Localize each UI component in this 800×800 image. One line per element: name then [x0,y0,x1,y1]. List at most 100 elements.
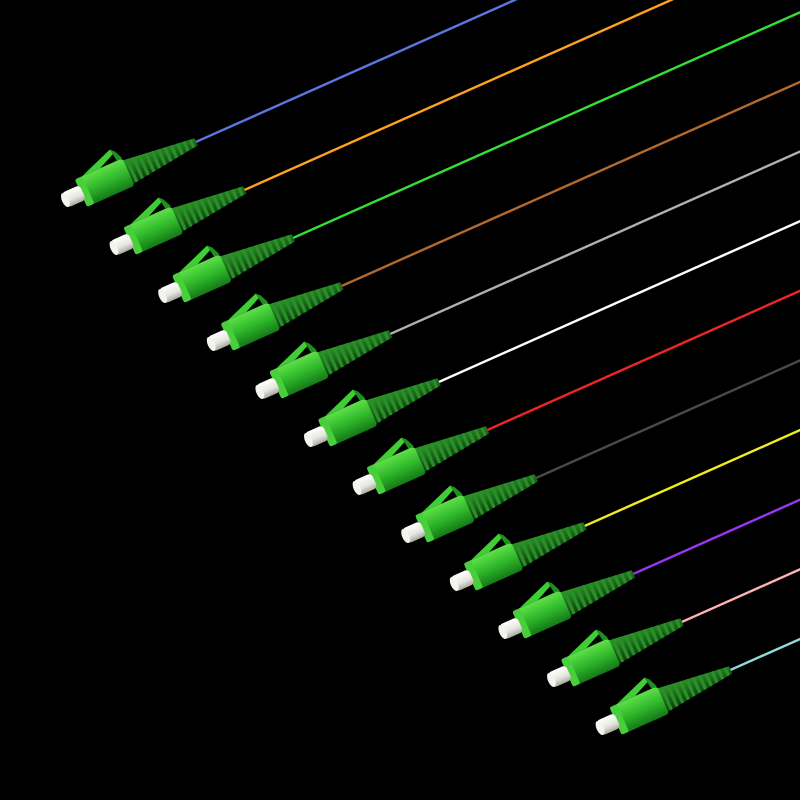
boot-rib [370,335,378,347]
connector-latch-side [255,293,269,305]
boot-rib [480,427,487,437]
boot-rib [284,298,296,320]
boot-rib [339,344,350,364]
connector-latch-side [109,149,123,161]
connector-face [221,320,240,351]
boot-rib [516,479,524,491]
boot-rib [539,535,550,553]
boot-rib [125,158,138,183]
pigtail [498,181,800,640]
pigtail [109,0,800,256]
fiber [242,0,800,192]
boot-rib [620,573,627,584]
boot-rib [345,343,356,361]
connector-latch [325,389,359,417]
boot-rib [666,684,679,707]
connector-latch [227,293,261,321]
connector-body [318,399,377,446]
boot-rib [546,533,556,550]
fiber [533,85,800,480]
boot-rib [497,485,507,502]
boot-rib [131,156,144,179]
boot-rib [387,392,399,412]
boot-rib [315,289,324,303]
connector-body [610,687,669,734]
boot-rib [442,439,453,457]
ferrule-tip [449,577,459,592]
boot-rib [273,239,281,251]
boot-rib [212,195,221,210]
ferrule-tip [255,385,265,400]
boot-rib [225,191,233,203]
boot-rib [279,237,287,248]
boot-rib [254,245,264,262]
connector-body [561,639,620,686]
connector-face [610,704,629,735]
ferrule-tip [61,193,70,208]
fiber [339,0,800,288]
boot-rib [656,625,664,639]
boot-rib [723,667,730,677]
connector-latch-side [158,197,171,209]
boot-rib [381,394,393,416]
boot-rib [527,538,539,560]
boot-rib [351,341,361,358]
boot-rib [552,531,561,546]
connector-face [561,656,580,687]
boot-rib [241,248,253,268]
boot-rib [319,350,333,375]
boot-rib [286,235,293,245]
fiber [388,0,800,336]
boot-rib [322,287,330,299]
boot-rib [328,285,336,296]
connector-body [464,543,523,590]
boot-rib [419,383,427,395]
pigtail [304,0,800,448]
connector-latch [519,581,553,609]
boot-rib [186,202,198,224]
boot-rib [461,433,470,447]
connector-latch-side [401,437,414,449]
boot-rib [180,204,193,227]
boot-rib [189,139,195,149]
boot-rib [394,391,404,409]
boot-rib [672,682,684,704]
boot-rib [151,151,161,169]
boot-rib [660,686,673,711]
boot-rib [218,193,227,207]
boot-rib [334,283,341,293]
boot-rib [193,200,204,220]
pigtail [158,0,800,304]
connector-latch-side [547,581,560,593]
boot-rib [588,583,599,601]
boot-rib [423,444,436,467]
boot-rib [558,529,567,543]
connector-latch-side [206,245,220,257]
connector-latch-side [498,533,512,545]
fiber [290,0,800,240]
boot-rib [491,487,501,505]
connector-face [269,368,289,399]
boot-rib [565,527,573,539]
boot-rib [643,629,653,646]
boot-rib [711,671,719,683]
boot-rib [569,588,582,611]
boot-rib [594,581,604,598]
pigtail [206,0,800,352]
connector-body [367,447,426,494]
boot-rib [176,143,184,155]
boot-rib [562,590,576,615]
boot-rib [668,621,676,632]
boot-rib [290,296,301,316]
boot-rib [425,381,433,392]
boot-rib [229,252,241,275]
boot-rib [248,247,258,265]
boot-rib [472,492,484,515]
boot-rib [691,677,702,694]
connector-latch [276,341,310,369]
boot-rib [138,154,150,176]
boot-rib [144,152,156,172]
ferrule-tip [352,481,362,496]
boot-rib [174,206,187,231]
